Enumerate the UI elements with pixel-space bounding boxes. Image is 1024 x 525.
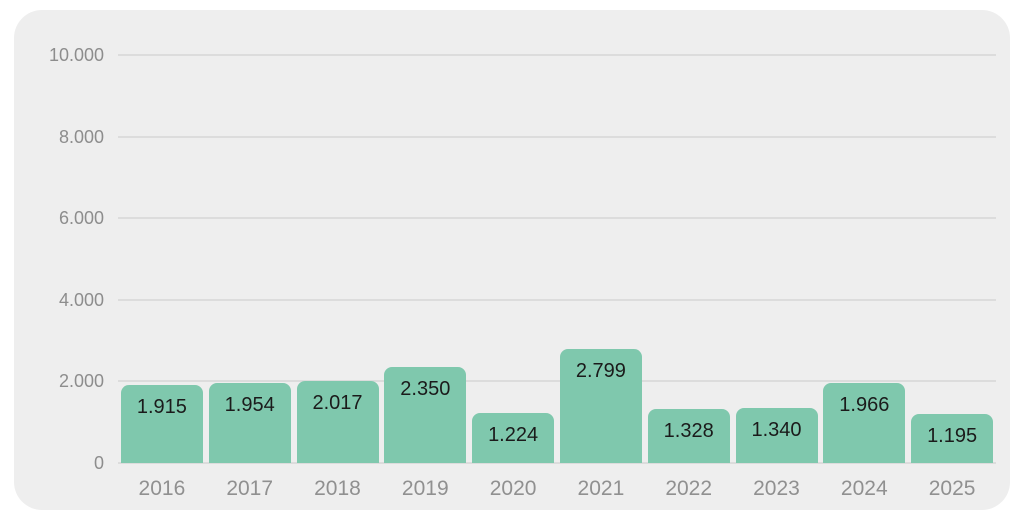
- y-axis-tick-label: 8.000: [58, 126, 104, 147]
- y-axis-tick-label: 2.000: [58, 371, 104, 392]
- gridline: [118, 380, 996, 383]
- bar-2024: 1.966: [823, 382, 906, 463]
- x-axis-tick-label: 2016: [138, 477, 186, 500]
- x-axis-tick-label: 2021: [577, 477, 625, 500]
- y-axis-tick-label: 6.000: [58, 208, 104, 229]
- bar-2022: 1.328: [647, 408, 730, 463]
- x-axis-tick-label: 2017: [226, 477, 274, 500]
- gridline: [118, 54, 996, 56]
- chart-card: 10.000 8.000 6.000 4.000 2.000 0 1.915 1…: [14, 10, 1010, 510]
- plot-area: 10.000 8.000 6.000 4.000 2.000 0 1.915 1…: [14, 10, 1010, 510]
- bar-2019: 2.350: [384, 367, 467, 463]
- x-axis-tick-label: 2023: [753, 477, 800, 500]
- x-axis-tick-label: 2018: [314, 477, 361, 500]
- x-axis-tick-label: 2024: [840, 477, 888, 500]
- bar-2025: 1.195: [911, 414, 994, 463]
- gridline: [118, 462, 996, 464]
- y-axis-tick-label: 4.000: [58, 289, 104, 310]
- bar-2023: 1.340: [735, 408, 818, 463]
- x-axis-tick-label: 2025: [928, 477, 976, 500]
- bar-value-label: 1.224: [488, 424, 539, 447]
- gridline: [118, 298, 996, 301]
- bar-value-label: 1.954: [224, 394, 275, 417]
- bar-value-label: 1.195: [927, 425, 978, 448]
- bar-2020: 1.224: [472, 413, 555, 463]
- y-axis-tick-label: 10.000: [48, 45, 104, 65]
- bar-value-label: 1.966: [839, 393, 890, 416]
- bar-value-label: 1.340: [751, 419, 802, 442]
- bar-value-label: 2.350: [400, 378, 451, 401]
- bar-value-label: 1.328: [663, 419, 714, 442]
- bar-value-label: 1.915: [136, 395, 187, 418]
- x-axis-tick-label: 2020: [489, 477, 537, 500]
- bar-2017: 1.954: [208, 383, 291, 463]
- y-axis-tick-label: 0: [93, 453, 104, 473]
- bar-2016: 1.915: [120, 384, 203, 463]
- bar-value-label: 2.799: [575, 359, 626, 382]
- gridline: [118, 135, 996, 138]
- x-axis-tick-label: 2019: [401, 477, 449, 500]
- bar-2018: 2.017: [296, 380, 379, 463]
- bar-2021: 2.799: [559, 348, 642, 463]
- x-axis-tick-label: 2022: [665, 477, 713, 500]
- bar-value-label: 2.017: [312, 391, 363, 414]
- gridline: [118, 217, 996, 220]
